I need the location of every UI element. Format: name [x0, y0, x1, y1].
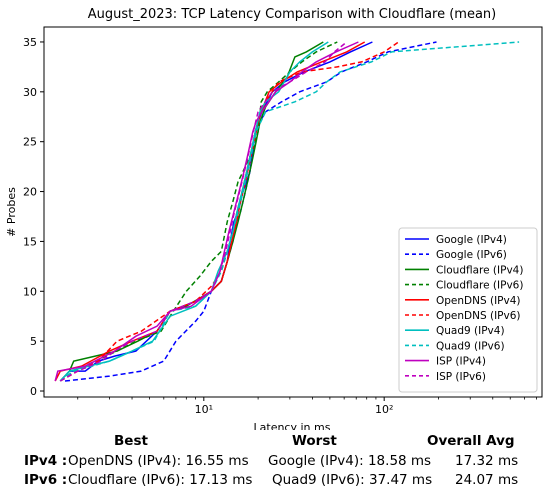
series-line-1: [64, 41, 437, 382]
x-tick-label: 10¹: [195, 403, 213, 416]
y-tick-label: 35: [23, 36, 37, 49]
series-line-6: [59, 41, 329, 382]
y-tick-label: 0: [30, 385, 37, 398]
y-tick-label: 20: [23, 186, 37, 199]
legend-label-9: ISP (IPv6): [436, 371, 486, 383]
row-label-ipv6: IPv6 :: [24, 472, 68, 488]
legend-label-5: OpenDNS (IPv6): [436, 310, 521, 322]
series-line-3: [59, 41, 338, 382]
series-line-7: [59, 41, 520, 382]
series-line-5: [59, 41, 399, 382]
avg-ipv4: 17.32 ms: [455, 453, 519, 469]
series-line-9: [59, 41, 348, 382]
y-tick-label: 30: [23, 86, 37, 99]
y-axis: 0 5 10 15 20 25 30 35: [23, 36, 44, 398]
header-worst: Worst: [292, 433, 337, 449]
worst-ipv4: Google (IPv4): 18.58 ms: [268, 453, 432, 469]
series-line-2: [59, 41, 324, 382]
plot-frame: [43, 26, 543, 398]
x-axis: 10¹ 10²: [77, 397, 537, 416]
header-overall-avg: Overall Avg: [427, 433, 515, 449]
legend-label-4: OpenDNS (IPv4): [436, 295, 521, 307]
x-tick-label: 10²: [375, 403, 393, 416]
legend-label-6: Quad9 (IPv4): [436, 325, 505, 337]
avg-ipv6: 24.07 ms: [455, 472, 519, 488]
latency-chart: August_2023: TCP Latency Comparison with…: [5, 7, 543, 430]
series-layer: [54, 41, 520, 382]
x-axis-label: Latency in ms: [254, 421, 331, 430]
y-tick-label: 15: [23, 235, 37, 248]
row-label-ipv4: IPv4 :: [24, 453, 68, 469]
legend: Google (IPv4) Google (IPv6) Cloudflare (IP…: [398, 227, 538, 393]
series-line-8: [54, 41, 359, 382]
y-tick-label: 25: [23, 136, 37, 149]
header-best: Best: [114, 433, 148, 449]
legend-label-1: Google (IPv6): [436, 249, 507, 261]
chart-title: August_2023: TCP Latency Comparison with…: [88, 7, 497, 22]
best-ipv4: OpenDNS (IPv4): 16.55 ms: [68, 453, 249, 469]
series-line-0: [59, 41, 373, 382]
best-ipv6: Cloudflare (IPv6): 17.13 ms: [68, 472, 253, 488]
legend-box: [398, 227, 538, 393]
y-tick-label: 10: [23, 285, 37, 298]
legend-label-3: Cloudflare (IPv6): [436, 280, 523, 292]
legend-label-8: ISP (IPv4): [436, 356, 486, 368]
legend-label-0: Google (IPv4): [436, 234, 507, 246]
summary-table: Best Worst Overall Avg IPv4 : OpenDNS (I…: [0, 430, 548, 494]
legend-label-2: Cloudflare (IPv4): [436, 264, 523, 276]
y-axis-label: # Probes: [5, 187, 18, 237]
legend-label-7: Quad9 (IPv6): [436, 340, 505, 352]
series-line-4: [54, 41, 366, 382]
y-tick-label: 5: [30, 335, 37, 348]
worst-ipv6: Quad9 (IPv6): 37.47 ms: [272, 472, 433, 488]
